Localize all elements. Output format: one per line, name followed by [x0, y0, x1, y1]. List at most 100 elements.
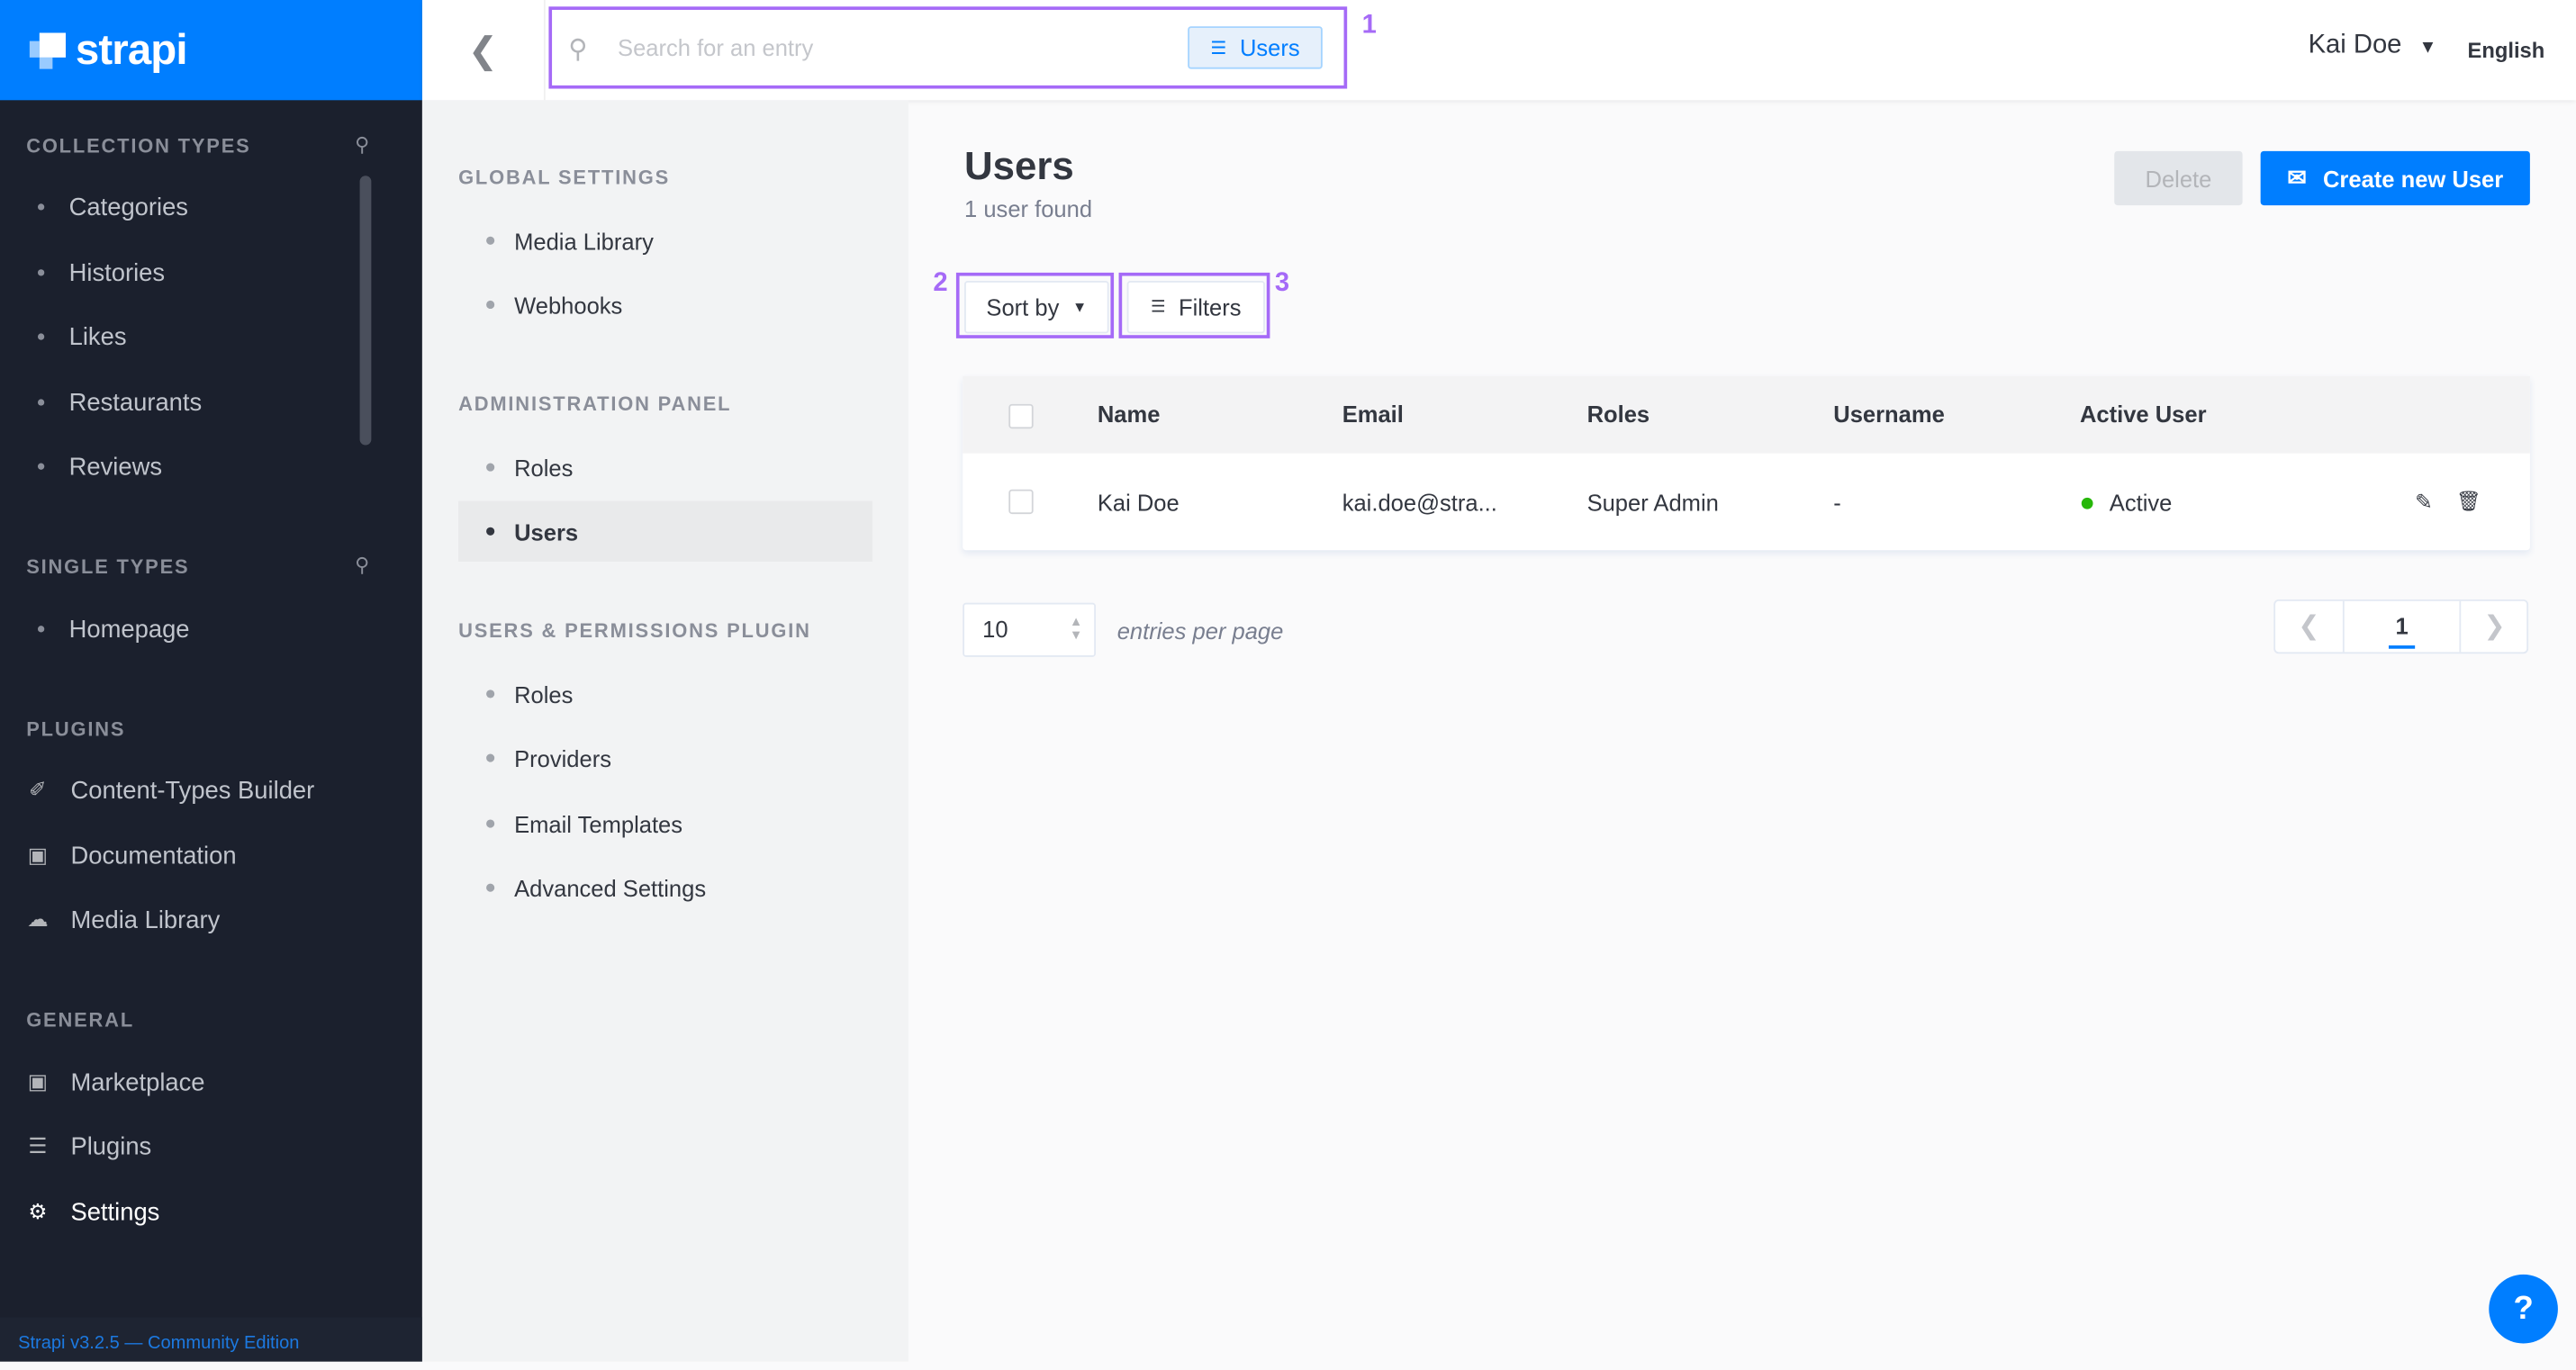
pagination: ❮ 1 ❯	[2273, 599, 2529, 654]
search-icon[interactable]: ⚲	[355, 132, 370, 157]
users-table: Name Email Roles Username Active User Ka…	[963, 375, 2530, 551]
marker-3: 3	[1274, 269, 1290, 298]
caret-down-icon: ▼	[2418, 37, 2437, 58]
entries-per-page-select[interactable]: 10 ▲ ▼	[963, 602, 1097, 657]
entries-per-page-label: entries per page	[1116, 617, 1284, 644]
sidebar-item-marketplace[interactable]: ▣ Marketplace	[27, 1068, 205, 1096]
version-footer: Strapi v3.2.5 — Community Edition	[0, 1317, 422, 1362]
global-settings-title: GLOBAL SETTINGS	[458, 166, 671, 189]
highlight-box	[1118, 272, 1270, 338]
users-permissions-title: USERS & PERMISSIONS PLUGIN	[458, 618, 811, 643]
status-badge: Active	[2109, 489, 2173, 516]
sidebar-item-documentation[interactable]: ▣ Documentation	[27, 842, 237, 870]
bullet-icon	[486, 883, 495, 892]
bullet-icon	[486, 819, 495, 828]
nav-item-users[interactable]: Users	[458, 500, 872, 563]
cell-email: kai.doe@stra...	[1342, 489, 1497, 516]
settings-nav: GLOBAL SETTINGS Media Library Webhooks A…	[421, 100, 909, 1362]
sidebar-item-histories[interactable]: Histories	[26, 248, 387, 298]
cell-roles: Super Admin	[1586, 489, 1719, 516]
column-roles[interactable]: Roles	[1586, 401, 1650, 428]
search-filter-tag[interactable]: ☰ Users	[1188, 26, 1323, 69]
column-username[interactable]: Username	[1833, 401, 1945, 428]
gear-icon: ⚙	[28, 1198, 48, 1224]
single-types-title: SINGLE TYPES	[26, 554, 190, 579]
sidebar-item-plugins[interactable]: ☰ Plugins	[26, 1122, 387, 1171]
filter-icon: ☰	[1210, 38, 1227, 59]
caret-down-icon: ▼	[1071, 299, 1088, 316]
nav-item-email-templates[interactable]: Email Templates	[458, 793, 872, 854]
table-header: Name Email Roles Username Active User	[963, 375, 2530, 454]
edit-pencil-icon[interactable]: ✎	[2415, 489, 2434, 515]
sidebar-item-categories[interactable]: Categories	[26, 183, 387, 232]
sidebar-item-homepage[interactable]: Homepage	[26, 604, 387, 653]
cell-username: -	[1833, 489, 1841, 516]
book-icon: ▣	[27, 843, 49, 868]
sidebar-scrollbar[interactable]	[359, 176, 372, 446]
list-icon: ☰	[28, 1132, 48, 1158]
nav-item-media-library[interactable]: Media Library	[458, 211, 872, 272]
bullet-icon	[37, 203, 45, 211]
active-page-underline	[2388, 645, 2416, 649]
column-name[interactable]: Name	[1097, 401, 1161, 428]
row-checkbox[interactable]	[1008, 489, 1034, 515]
main-content: Users 1 user found Delete ✉ Create new Us…	[908, 100, 2576, 1361]
status-dot-icon	[2081, 497, 2093, 509]
general-title: GENERAL	[26, 1008, 135, 1032]
brand-logo[interactable]: strapi	[0, 0, 422, 101]
filter-icon: ☰	[1151, 298, 1166, 317]
search-bar[interactable]: ⚲ Search for an entry ☰ Users	[548, 6, 1348, 89]
bullet-icon	[37, 269, 45, 276]
nav-item-webhooks[interactable]: Webhooks	[458, 275, 872, 336]
sidebar-item-content-types-builder[interactable]: ✐ Content-Types Builder	[26, 765, 387, 815]
result-count: 1 user found	[964, 195, 1093, 222]
back-chevron-icon[interactable]: ❮	[422, 0, 546, 101]
search-icon: ⚲	[568, 36, 588, 65]
filters-button[interactable]: ☰ Filters	[1126, 281, 1265, 334]
top-header: ❮ ⚲ Search for an entry ☰ Users 1 Kai Doe…	[421, 0, 2576, 101]
sort-by-button[interactable]: Sort by ▼	[964, 281, 1109, 334]
delete-button[interactable]: Delete	[2114, 150, 2243, 206]
bullet-icon	[37, 399, 45, 406]
marker-1: 1	[1361, 11, 1377, 40]
language-selector[interactable]: English	[2467, 37, 2545, 63]
cell-name: Kai Doe	[1097, 489, 1180, 516]
highlight-box	[955, 272, 1115, 338]
nav-item-roles[interactable]: Roles	[458, 663, 872, 725]
bullet-icon	[486, 527, 495, 536]
search-input[interactable]: Search for an entry	[618, 34, 814, 61]
sidebar-item-media-library[interactable]: ☁ Media Library	[27, 906, 221, 934]
bullet-icon	[486, 690, 495, 699]
sidebar-item-reviews[interactable]: Reviews	[26, 442, 387, 491]
plugins-title: PLUGINS	[26, 717, 126, 741]
paint-brush-icon: ✐	[29, 777, 47, 802]
sidebar-item-likes[interactable]: Likes	[26, 312, 387, 362]
bullet-icon	[37, 463, 45, 470]
prev-page-chevron-icon[interactable]: ❮	[2275, 600, 2345, 653]
bullet-icon	[486, 753, 495, 762]
page-1-button[interactable]: 1	[2395, 612, 2409, 639]
sidebar-item-restaurants[interactable]: Restaurants	[26, 378, 387, 428]
shopping-basket-icon: ▣	[27, 1068, 49, 1095]
brand-name: strapi	[75, 24, 188, 75]
search-icon[interactable]: ⚲	[355, 553, 370, 577]
envelope-icon: ✉	[2287, 164, 2307, 191]
collection-types-title: COLLECTION TYPES	[26, 134, 251, 158]
help-button[interactable]: ?	[2489, 1274, 2558, 1344]
stepper-arrows-icon: ▲ ▼	[1069, 614, 1083, 643]
next-page-chevron-icon[interactable]: ❯	[2459, 600, 2528, 653]
strapi-logo-icon	[29, 32, 66, 68]
bullet-icon	[37, 333, 45, 340]
nav-item-advanced-settings[interactable]: Advanced Settings	[458, 857, 872, 918]
trash-icon[interactable]: 🗑	[2455, 489, 2481, 513]
nav-item-admin-roles[interactable]: Roles	[458, 437, 872, 498]
nav-item-providers[interactable]: Providers	[458, 727, 872, 789]
sidebar-item-settings[interactable]: ⚙ Settings	[26, 1187, 387, 1237]
bullet-icon	[486, 236, 495, 245]
user-menu[interactable]: Kai Doe ▼	[2308, 31, 2437, 59]
column-active-user[interactable]: Active User	[2079, 401, 2207, 428]
sidebar: strapi COLLECTION TYPES ⚲ Categories His…	[0, 0, 422, 1362]
create-user-button[interactable]: ✉ Create new User	[2260, 150, 2530, 206]
column-email[interactable]: Email	[1342, 401, 1404, 428]
select-all-checkbox[interactable]	[1008, 403, 1034, 429]
